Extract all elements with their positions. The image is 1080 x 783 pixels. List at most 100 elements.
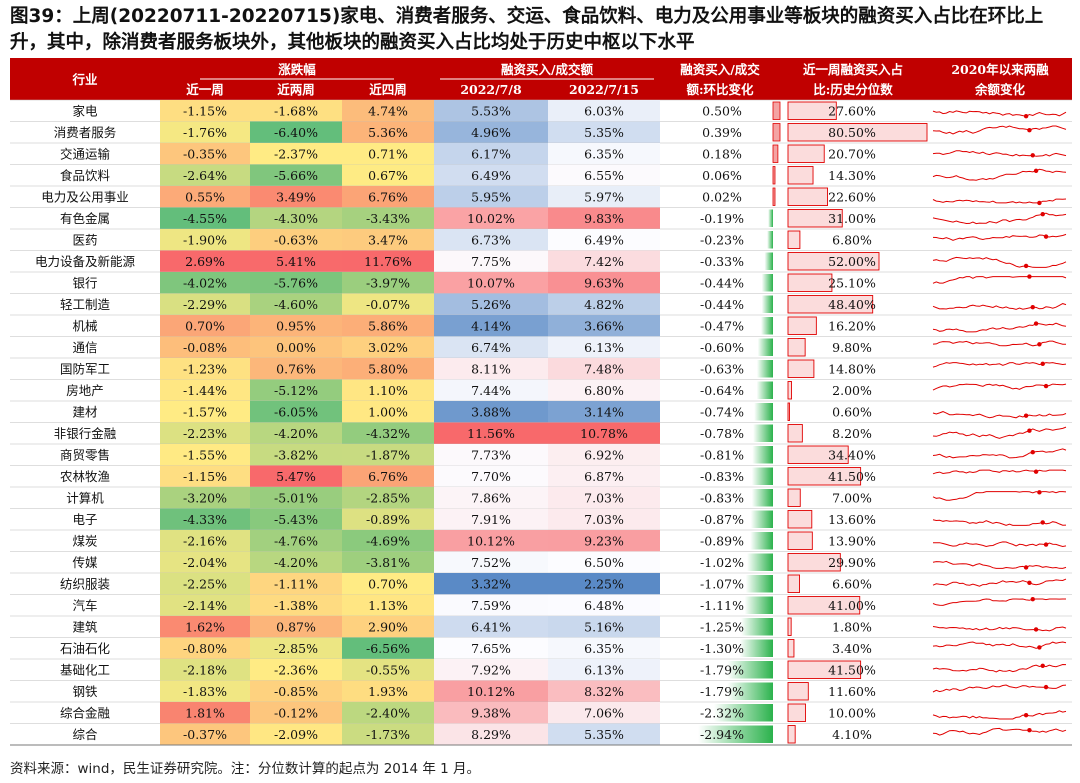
sparkline [932,541,1067,548]
value-pct: 22.60% [828,189,876,204]
heat-cell-d2 [548,207,660,229]
sparkline [932,383,1067,391]
header-chg-line1: 融资买入/成交 [680,62,760,77]
heat-cell-d2 [548,121,660,143]
heat-cell-w4 [342,530,434,552]
heat-cell-d1 [434,336,548,358]
value-w1: -4.33% [183,512,227,527]
value-d1: 10.02% [467,211,515,226]
change-bar-negative [768,209,773,227]
heat-cell-w4 [342,401,434,423]
value-chg: -0.47% [700,318,744,333]
heat-cell-w4 [342,702,434,724]
heat-cell-w4 [342,336,434,358]
value-d1: 10.07% [467,275,515,290]
heat-cell-d1 [434,250,548,272]
heat-cell-d1 [434,530,548,552]
heat-cell-w1 [160,508,250,530]
value-d1: 11.56% [467,426,515,441]
value-d1: 7.86% [471,490,511,505]
value-w1: -1.76% [183,125,227,140]
heat-cell-w2 [250,551,342,573]
heat-cell-w1 [160,250,250,272]
value-w1: -2.18% [183,662,227,677]
value-pct: 34.40% [828,447,876,462]
sparkline [932,578,1067,587]
heat-cell-d2 [548,594,660,616]
value-pct: 7.00% [832,490,872,505]
value-w4: 0.70% [368,576,408,591]
sparkline-marker [1023,713,1029,718]
value-chg: -2.94% [700,727,744,742]
change-bar-negative [750,532,773,550]
heat-cell-w4 [342,680,434,702]
sparkline-marker [1030,597,1035,602]
value-w2: -0.12% [274,705,318,720]
value-d2: 6.13% [584,340,624,355]
industry-label: 食品饮料 [60,168,111,183]
value-d2: 5.16% [584,619,624,634]
value-d2: 6.35% [584,641,624,656]
sparkline-marker [1033,469,1039,474]
heat-cell-d2 [548,401,660,423]
heat-cell-w4 [342,100,434,122]
value-w4: -0.55% [366,662,410,677]
industry-label: 汽车 [72,598,97,613]
heat-cell-w1 [160,616,250,638]
change-bar-negative [727,682,773,700]
heat-cell-w1 [160,573,250,595]
heat-cell-w2 [250,508,342,530]
value-d1: 5.26% [471,297,511,312]
heat-cell-w2 [250,465,342,487]
value-w4: 5.86% [368,318,408,333]
value-w2: -2.36% [274,662,318,677]
value-pct: 2.00% [832,383,872,398]
value-pct: 41.50% [828,662,876,677]
value-w4: -2.40% [366,705,410,720]
heat-cell-w1 [160,379,250,401]
value-w2: -0.63% [274,232,318,247]
change-bar-negative [713,704,773,722]
heat-cell-w4 [342,444,434,466]
heat-cell-w1 [160,315,250,337]
value-pct: 52.00% [828,254,876,269]
heat-cell-w4 [342,143,434,165]
industry-label: 钢铁 [72,684,98,699]
value-chg: -1.30% [700,641,744,656]
heat-cell-w1 [160,637,250,659]
value-d1: 7.52% [471,555,511,570]
sparkline [932,168,1067,181]
percentile-bar [787,617,792,636]
value-chg: -0.44% [700,275,744,290]
header-industry: 行业 [71,72,98,87]
value-w2: -2.09% [274,727,318,742]
heat-cell-w2 [250,379,342,401]
percentile-bar [787,252,880,271]
value-d2: 5.35% [584,727,624,742]
header-d2: 2022/7/15 [569,82,639,97]
value-w4: 4.74% [368,103,408,118]
heat-cell-w2 [250,702,342,724]
value-chg: -1.11% [700,598,744,613]
heat-cell-w2 [250,723,342,745]
heat-cell-w2 [250,487,342,509]
sparkline [932,110,1067,117]
value-w2: -1.38% [274,598,318,613]
value-d1: 9.38% [471,705,511,720]
heat-cell-w1 [160,487,250,509]
value-w1: -1.57% [183,404,227,419]
sparkline-marker [1040,663,1045,668]
heat-cell-d1 [434,379,548,401]
value-w1: -2.25% [183,576,227,591]
value-pct: 8.20% [832,426,872,441]
percentile-bar [787,553,841,572]
value-d2: 8.32% [584,684,624,699]
industry-label: 煤炭 [72,533,97,548]
value-w1: -2.64% [183,168,227,183]
sparkline-marker [1040,520,1045,525]
header-spark-line2: 余额变化 [974,82,1026,97]
value-d1: 5.95% [471,189,511,204]
value-pct: 3.40% [832,641,872,656]
value-d2: 6.55% [584,168,624,183]
